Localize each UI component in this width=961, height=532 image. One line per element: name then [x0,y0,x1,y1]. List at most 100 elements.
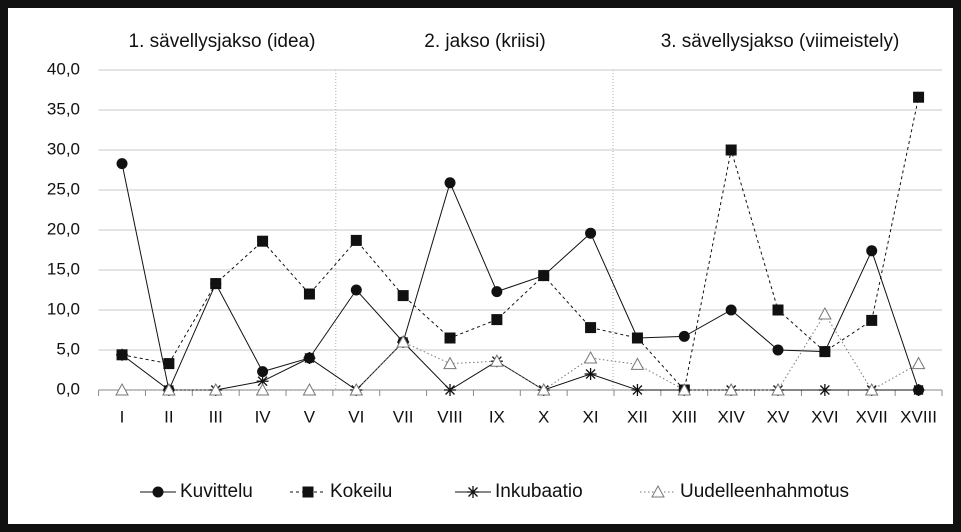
marker [771,382,785,396]
marker [631,332,643,344]
marker [396,334,411,348]
x-tick-label: VII [393,407,414,426]
marker [444,177,456,189]
marker [678,330,690,342]
marker [911,356,926,370]
marker [444,332,456,344]
x-tick-label: III [209,407,223,426]
marker [585,322,597,334]
legend-label: Uudelleenhahmotus [680,481,849,502]
marker [397,290,409,302]
marker-stroke [468,487,478,497]
x-tick-label: XVIII [900,407,937,426]
marker [536,382,551,396]
y-tick-label: 30,0 [47,139,80,158]
marker-stroke [585,369,596,379]
marker [303,352,316,364]
marker [443,356,457,370]
marker [772,304,784,316]
series-line [122,313,919,391]
series-line [121,163,920,392]
y-tick-label: 35,0 [47,99,80,118]
marker [583,350,598,364]
marker [630,357,645,370]
x-tick-label: XV [767,407,790,426]
x-tick-label: VI [348,407,364,426]
marker-stroke [257,376,268,387]
marker [866,245,878,257]
marker [725,144,737,156]
x-tick-label: V [304,407,316,426]
marker [302,382,317,396]
marker [116,158,128,170]
marker-stroke [632,385,643,395]
marker-stroke [304,353,315,363]
marker [724,382,738,396]
marker [538,270,550,282]
marker [864,382,879,396]
y-tick-label: 40,0 [47,59,80,78]
x-tick-label: I [120,407,125,426]
section-label: 2. jakso (kriisi) [424,31,545,52]
x-tick-label: XVII [856,407,888,426]
x-tick-label: IV [255,407,272,426]
legend-label: Kuvittelu [180,481,253,502]
x-tick-label: XI [583,407,599,426]
x-tick-label: IX [489,407,505,426]
marker [162,382,176,396]
marker-stroke [913,385,924,395]
marker [725,304,737,316]
marker [490,354,504,367]
marker-stroke [445,385,455,395]
x-tick-label: II [164,407,173,426]
y-tick-label: 0,0 [56,379,80,398]
x-tick-label: X [538,407,549,426]
x-tick-label: VIII [437,407,463,426]
marker [913,91,925,103]
series-line [121,97,920,392]
marker [256,375,269,388]
x-tick-label: XII [627,407,648,426]
x-tick-label: XVI [811,407,838,426]
y-tick-label: 10,0 [47,299,80,318]
marker-stroke [117,349,127,360]
marker [257,366,269,378]
marker [818,384,831,396]
marker [651,484,665,498]
marker [349,382,364,396]
y-tick-label: 5,0 [56,339,80,358]
marker [350,284,362,296]
x-tick-label: XIV [717,407,745,426]
marker [677,382,692,396]
marker [585,227,597,239]
y-tick-label: 15,0 [47,259,80,278]
marker [819,346,831,358]
marker [152,486,164,498]
marker [491,286,503,298]
marker [210,278,222,290]
legend-label: Kokeilu [330,481,392,502]
section-label: 3. sävellysjakso (viimeistely) [661,31,900,52]
series-line [121,341,919,391]
marker [866,314,878,326]
y-tick-label: 20,0 [47,219,80,238]
marker [631,384,644,396]
marker-stroke [819,385,830,395]
marker [255,382,270,396]
marker [350,234,362,246]
marker [302,486,314,498]
marker [772,344,784,356]
x-tick-label: XIII [672,407,698,426]
marker [303,288,315,300]
marker [584,368,597,380]
marker [257,235,269,247]
y-tick-label: 25,0 [47,179,80,198]
section-label: 1. sävellysjakso (idea) [129,31,316,52]
marker [818,306,832,320]
marker [491,314,503,326]
marker [208,382,223,396]
marker [116,348,129,361]
marker [467,486,479,498]
marker [163,358,175,370]
